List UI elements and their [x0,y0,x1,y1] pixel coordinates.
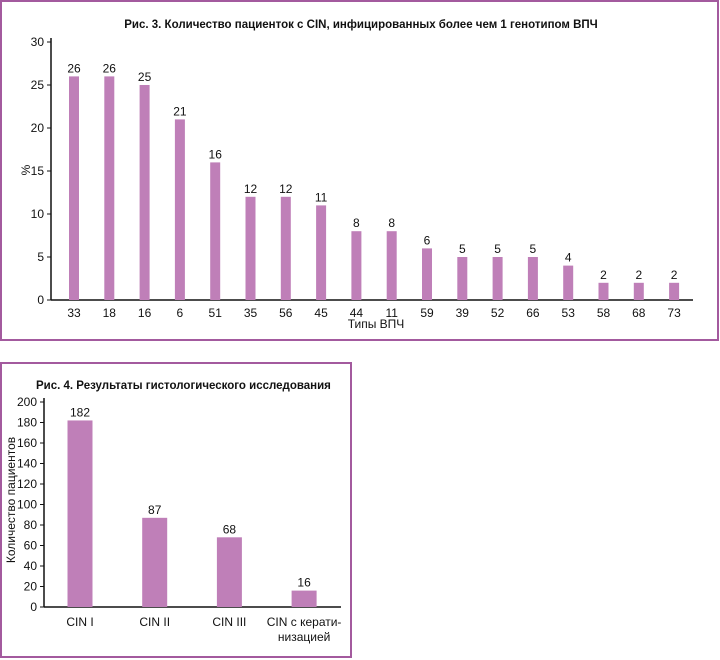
x-tick-label: CIN с керати- [267,615,342,629]
bar [492,257,503,300]
data-label: 11 [315,190,328,204]
y-axis-label: Количество пациентов [4,437,18,563]
data-label: 4 [565,251,572,265]
data-label: 68 [223,522,237,536]
bar [563,265,574,300]
x-tick-label: 73 [667,306,681,320]
bar [216,537,242,607]
bar [351,231,362,300]
x-tick-label: CIN II [139,615,170,629]
data-label: 26 [103,61,117,75]
x-tick-label: 6 [177,306,184,320]
data-label: 2 [635,268,642,282]
x-tick-label: 51 [209,306,223,320]
data-label: 16 [209,147,223,161]
y-tick-label: 200 [17,395,37,409]
data-label: 182 [70,405,90,419]
x-tick-label: 59 [420,306,434,320]
x-tick-label: 53 [562,306,576,320]
bar [104,76,115,301]
chart-title: Рис. 3. Количество пациенток с CIN, инфи… [124,19,598,31]
x-axis-label: Типы ВПЧ [348,317,405,331]
data-label: 2 [600,268,607,282]
bar [139,85,150,300]
y-tick-label: 30 [31,35,45,49]
data-label: 5 [459,242,466,256]
y-axis-label: % [19,164,33,175]
bar [422,248,432,300]
bar [633,282,644,300]
data-label: 5 [494,242,501,256]
data-label: 8 [353,216,360,230]
x-tick-label: 18 [103,306,117,320]
x-tick-label: низацией [278,630,330,644]
x-tick-label: 52 [491,306,505,320]
data-label: 5 [530,242,537,256]
bar [69,76,79,301]
x-tick-label: 68 [632,306,646,320]
x-tick-label: 33 [67,306,81,320]
data-label: 21 [173,104,187,118]
y-tick-label: 20 [31,121,45,135]
x-tick-label: 35 [244,306,258,320]
x-tick-label: 44 [350,306,364,320]
x-tick-label: 66 [526,306,540,320]
x-tick-label: CIN III [212,615,246,629]
bar [174,119,185,301]
data-label: 8 [388,216,395,230]
y-tick-label: 5 [37,250,44,264]
data-label: 12 [244,182,258,196]
data-label: 25 [138,70,152,84]
bar [280,196,291,300]
y-tick-label: 120 [17,477,37,491]
bar [598,282,609,300]
x-tick-label: CIN I [66,615,93,629]
bar [527,257,538,300]
y-tick-label: 20 [24,580,38,594]
x-tick-label: 39 [456,306,470,320]
x-tick-label: 56 [279,306,293,320]
data-label: 2 [671,268,678,282]
bar [210,162,221,300]
data-label: 87 [148,503,162,517]
x-tick-label: 16 [138,306,152,320]
bar [245,196,256,300]
x-tick-label: 45 [314,306,328,320]
y-tick-label: 80 [24,518,38,532]
chart-title: Рис. 4. Результаты гистологического иссл… [36,380,331,392]
y-tick-label: 160 [17,436,37,450]
y-tick-label: 180 [17,416,37,430]
y-tick-label: 0 [30,600,37,614]
x-tick-label: 58 [597,306,611,320]
bar [386,231,397,300]
data-label: 26 [67,61,81,75]
y-tick-label: 140 [17,457,37,471]
bar [67,420,93,607]
y-tick-label: 40 [24,559,38,573]
x-tick-label: 11 [385,306,398,320]
data-label: 6 [424,233,431,247]
y-tick-label: 15 [31,164,45,178]
data-label: 12 [279,182,293,196]
bar [291,590,317,607]
y-tick-label: 60 [24,539,38,553]
figure-4-panel [0,362,352,658]
y-tick-label: 25 [31,78,45,92]
data-label: 16 [297,576,311,590]
bar [669,282,680,300]
y-tick-label: 10 [31,207,45,221]
bar [316,205,327,300]
y-tick-label: 0 [37,293,44,307]
bar [457,257,468,300]
y-tick-label: 100 [17,498,37,512]
bar [142,517,168,607]
